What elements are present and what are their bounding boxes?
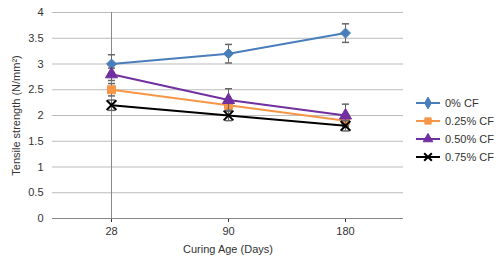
svg-text:3.5: 3.5	[28, 32, 43, 44]
svg-text:Curing Age (Days): Curing Age (Days)	[183, 243, 273, 255]
svg-text:1.5: 1.5	[28, 135, 43, 147]
svg-text:180: 180	[336, 225, 354, 237]
svg-text:90: 90	[222, 225, 234, 237]
svg-text:0: 0	[37, 212, 43, 224]
svg-text:4: 4	[37, 6, 43, 18]
svg-text:28: 28	[105, 225, 117, 237]
svg-text:Tensile strength (N/mm²): Tensile strength (N/mm²)	[10, 55, 22, 175]
html-text:0.25% CF: 0.25% CF	[445, 115, 494, 127]
html-text:0.50% CF: 0.50% CF	[445, 133, 494, 145]
svg-text:1: 1	[37, 161, 43, 173]
svg-text:3: 3	[37, 58, 43, 70]
svg-text:2: 2	[37, 109, 43, 121]
html-text:0.75% CF: 0.75% CF	[445, 151, 494, 163]
svg-text:2.5: 2.5	[28, 83, 43, 95]
svg-text:0.5: 0.5	[28, 186, 43, 198]
html-text:0% CF: 0% CF	[445, 97, 479, 109]
